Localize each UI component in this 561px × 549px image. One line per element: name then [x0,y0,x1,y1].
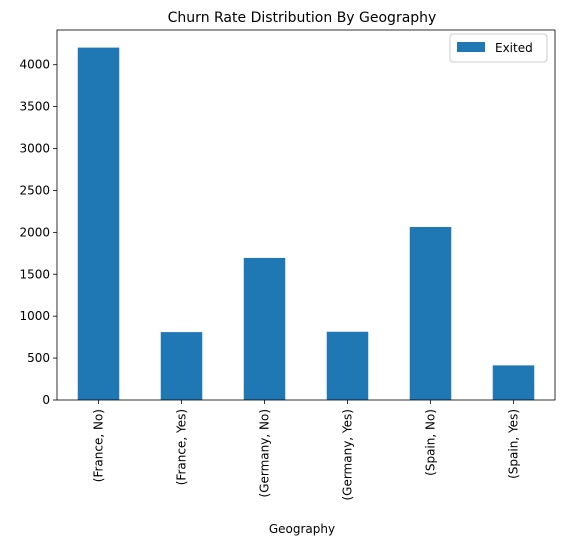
legend-swatch-exited [457,42,485,52]
y-tick-label-4000: 4000 [19,58,50,72]
bar-0 [77,47,120,400]
y-tick-label-2500: 2500 [19,183,50,197]
bar-4 [409,226,452,400]
y-tick-label-3500: 3500 [19,100,50,114]
axes-frame [56,29,556,401]
x-tick-label-4: (Spain, No) [424,409,438,476]
x-tick-label-3: (Germany, Yes) [341,409,355,501]
x-axis-label: Geography [269,522,335,536]
chart-title: Churn Rate Distribution By Geography [168,10,437,26]
x-tick-label-5: (Spain, Yes) [507,409,521,479]
bar-2 [243,257,286,400]
plot-area: 0 500 1000 1500 2000 2500 3000 3500 4000 (France,… [19,29,556,501]
y-tick-label-0: 0 [42,393,50,407]
legend-frame [449,33,548,63]
x-tick-label-1: (France, Yes) [175,409,189,485]
y-tick-label-2000: 2000 [19,225,50,239]
y-tick-label-3000: 3000 [19,142,50,156]
y-tick-label-500: 500 [27,351,50,365]
x-tick-label-0: (France, No) [92,409,106,482]
bar-3 [326,331,369,400]
y-tick-label-1000: 1000 [19,309,50,323]
bar-1 [160,332,203,400]
legend-label-exited: Exited [495,41,533,55]
x-tick-label-2: (Germany, No) [258,409,272,497]
y-tick-label-1500: 1500 [19,267,50,281]
legend: Exited [449,33,548,63]
bar-5 [492,365,535,400]
